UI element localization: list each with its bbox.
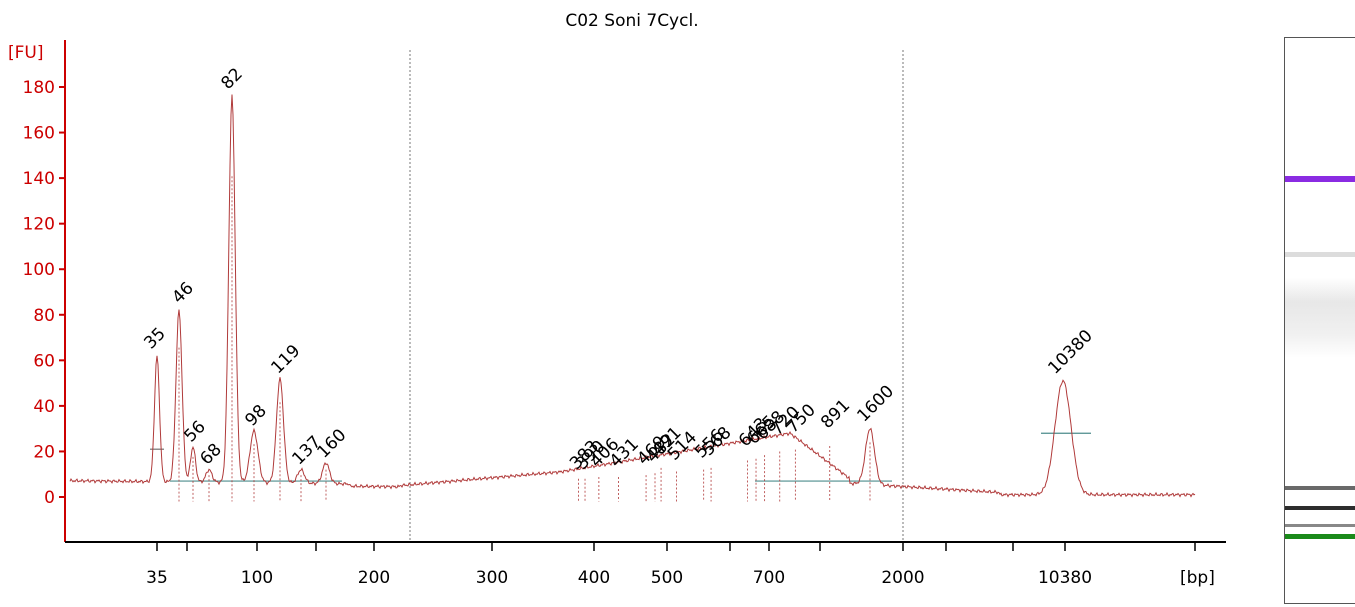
gel-lane — [1284, 37, 1355, 604]
gel-band-5 — [1285, 506, 1355, 510]
grid-lines — [409, 50, 904, 542]
x-tick-label-400: 400 — [578, 568, 610, 588]
y-tick-label-60: 60 — [33, 351, 55, 371]
x-tick-label-300: 300 — [476, 568, 508, 588]
peak-label-160: 160 — [313, 425, 350, 462]
peak-label-35: 35 — [140, 324, 169, 353]
peak-label-10380: 10380 — [1044, 326, 1096, 378]
x-tick-label-2000: 2000 — [881, 568, 924, 588]
y-tick-label-120: 120 — [23, 215, 55, 235]
peak-label-891: 891 — [817, 396, 854, 433]
x-tick-label-700: 700 — [753, 568, 785, 588]
y-tick-label-160: 160 — [23, 124, 55, 144]
gel-band-3 — [1285, 278, 1355, 358]
x-tick-label-200: 200 — [358, 568, 390, 588]
gel-band-2 — [1285, 252, 1355, 257]
y-tick-label-140: 140 — [23, 169, 55, 189]
y-tick-label-0: 0 — [44, 488, 55, 508]
y-tick-label-180: 180 — [23, 78, 55, 98]
peak-label-56: 56 — [180, 417, 209, 446]
gel-band-1 — [1285, 176, 1355, 182]
electropherogram-chart: C02 Soni 7Cycl. [FU] [bp] 0 20 40 60 80 100 12… — [8, 11, 1226, 588]
y-tick-label-40: 40 — [33, 397, 55, 417]
chart-title: C02 Soni 7Cycl. — [565, 11, 698, 31]
peak-label-98: 98 — [241, 401, 270, 430]
gel-band-4 — [1285, 486, 1355, 490]
x-tick-label-10380: 10380 — [1038, 568, 1092, 588]
gel-band-7 — [1285, 534, 1355, 539]
peak-label-1600: 1600 — [853, 381, 898, 426]
gel-band-6 — [1285, 524, 1355, 527]
peak-label-82: 82 — [217, 64, 246, 93]
y-tick-label-20: 20 — [33, 442, 55, 462]
y-tick-label-80: 80 — [33, 306, 55, 326]
y-axis-label: [FU] — [8, 43, 44, 63]
x-tick-label-35: 35 — [146, 568, 168, 588]
axes: 0 20 40 60 80 100 120 140 160 180 35 100 200 300 400 50… — [23, 40, 1226, 588]
electropherogram-trace — [69, 94, 1196, 498]
peak-baselines — [150, 176, 1091, 502]
peak-label-46: 46 — [168, 278, 197, 307]
x-tick-label-100: 100 — [241, 568, 273, 588]
x-tick-label-500: 500 — [651, 568, 683, 588]
y-tick-label-100: 100 — [23, 260, 55, 280]
trace-layer — [69, 94, 1196, 498]
peak-label-119: 119 — [267, 341, 304, 378]
peak-label-68: 68 — [196, 440, 225, 469]
x-axis-label: [bp] — [1180, 568, 1215, 588]
